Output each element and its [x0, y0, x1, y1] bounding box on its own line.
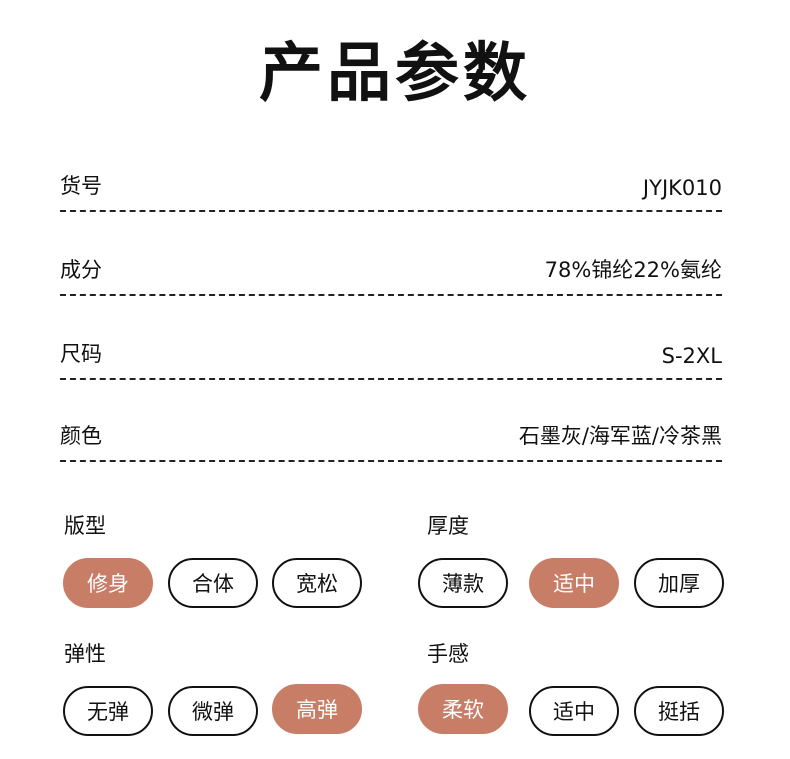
option-pill: 挺括 — [634, 686, 724, 736]
param-value: JYJK010 — [642, 176, 722, 200]
group-label-fit: 版型 — [64, 514, 106, 538]
param-value: S-2XL — [661, 344, 722, 368]
param-value: 石墨灰/海军蓝/冷茶黑 — [518, 424, 722, 448]
option-pill: 微弹 — [168, 686, 258, 736]
option-pill: 修身 — [63, 558, 153, 608]
option-pill: 高弹 — [272, 684, 362, 734]
option-pill: 适中 — [529, 558, 619, 608]
param-label: 颜色 — [60, 424, 102, 448]
option-pill: 无弹 — [63, 686, 153, 736]
group-label-elasticity: 弹性 — [64, 642, 106, 666]
option-pill: 适中 — [529, 686, 619, 736]
group-label-hand-feel: 手感 — [427, 642, 469, 666]
option-pill: 薄款 — [418, 558, 508, 608]
param-label: 成分 — [60, 258, 102, 282]
param-value: 78%锦纶22%氨纶 — [544, 258, 722, 282]
page-title: 产品参数 — [259, 37, 531, 111]
param-label: 货号 — [60, 174, 102, 198]
param-row-size: 尺码 S-2XL — [60, 340, 722, 380]
param-row-composition: 成分 78%锦纶22%氨纶 — [60, 256, 722, 296]
option-pill: 宽松 — [272, 558, 362, 608]
option-pill: 合体 — [168, 558, 258, 608]
option-pill: 柔软 — [418, 684, 508, 734]
param-row-color: 颜色 石墨灰/海军蓝/冷茶黑 — [60, 422, 722, 462]
group-label-thickness: 厚度 — [427, 514, 469, 538]
param-label: 尺码 — [60, 342, 102, 366]
option-pill: 加厚 — [634, 558, 724, 608]
param-row-item-number: 货号 JYJK010 — [60, 172, 722, 212]
